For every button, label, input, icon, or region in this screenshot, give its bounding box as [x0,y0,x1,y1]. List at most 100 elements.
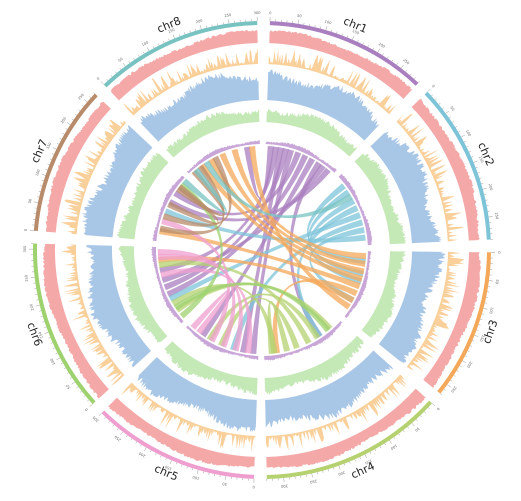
tick-chr6-60 [69,377,72,379]
tick-label-chr3-50: 50 [494,279,499,285]
tick-chr4-90 [393,436,396,439]
tick-chr4-50 [411,422,415,427]
tick-chr3-190 [465,355,468,357]
track-3-chr1 [267,69,380,141]
tick-chr7-150 [52,147,57,150]
tick-label-chr4-100: 100 [389,443,398,451]
tick-chr6-90 [60,362,63,365]
data-tracks [42,29,481,469]
tick-label-chr2-150: 150 [478,156,485,165]
chromosome-chr1: 0 50 100 150 200 250 [269,11,420,86]
tick-chr5-120 [186,466,188,469]
track-4-chr4 [264,335,365,395]
tick-chr8-50 [122,62,126,67]
tick-chr2-130 [468,151,471,153]
tick-chr3-250 [447,384,451,388]
tick-label-chr8-300: 300 [254,11,262,15]
link-26 [249,146,351,310]
tick-label-chr6-100: 100 [49,357,56,366]
tick-chr1-50 [297,19,300,24]
chromosome-label-chr7: chr7 [29,137,51,165]
tick-chr8-0 [100,81,104,85]
link-29 [158,260,312,345]
tick-label-chr8-0: 0 [96,76,101,81]
tick-chr3-260 [443,388,446,391]
tick-chr5-270 [112,424,115,427]
chromosome-chr8: 0 50 100 150 200 250 300 [96,11,262,88]
tick-chr3-100 [483,308,488,310]
chromosome-ideogram: 0 50 100 150 200 250 0 50 100 150 200 250 0 50 100 150 2… [23,11,501,489]
tick-label-chr8-200: 200 [195,18,203,24]
track-1-chr2 [411,99,480,241]
tick-label-chr3-200: 200 [466,361,473,370]
tick-chr1-260 [405,69,408,72]
tick-chr2-250 [488,216,493,218]
tick-label-chr8-100: 100 [141,40,150,47]
link-45 [203,160,353,219]
tick-label-chr3-150: 150 [479,334,486,343]
tick-chr8-120 [157,43,160,46]
tick-label-chr6-300: 300 [23,245,27,253]
tick-chr5-180 [155,453,157,456]
tick-chr2-110 [463,140,466,143]
tick-chr1-110 [330,29,333,32]
tick-chr4-160 [359,456,361,459]
tick-label-chr5-250: 250 [113,434,121,442]
tick-chr7-120 [47,163,50,166]
tick-chr1-190 [372,47,374,50]
tick-chr3-180 [467,350,470,352]
tick-label-chr2-0: 0 [431,84,436,89]
tick-chr6-0 [89,403,93,407]
tick-chr4-170 [354,459,356,462]
tick-chr4-150 [364,454,367,459]
tick-chr6-20 [83,395,86,397]
tick-chr6-170 [42,321,45,323]
tick-chr7-140 [51,153,55,155]
tick-label-chr5-200: 200 [138,451,147,458]
tick-chr1-250 [400,64,404,69]
track-2-chr8 [122,47,259,116]
track-1-chr6 [42,243,109,399]
tick-chr1-270 [409,73,412,76]
tick-chr7-250 [84,99,88,103]
tick-chr8-190 [195,28,197,31]
tick-chr6-30 [79,390,82,393]
tick-chr1-120 [336,31,338,34]
tick-chr7-180 [62,133,65,135]
tick-chr1-100 [325,26,328,31]
tick-label-chr5-100: 100 [191,475,199,481]
tick-chr5-260 [116,428,119,431]
tick-chr8-170 [184,32,186,35]
tick-chr4-210 [333,467,335,470]
track-4-chr5 [164,341,258,396]
tick-label-chr5-300: 300 [92,415,100,423]
tick-chr8-60 [128,61,131,64]
tick-chr5-160 [165,457,167,461]
link-35 [157,249,236,348]
tick-chr5-50 [224,476,227,481]
track-2-chr4 [265,374,408,452]
tick-label-chr6-0: 0 [84,407,89,412]
tick-chr8-140 [168,38,170,41]
tick-label-chr7-50: 50 [28,198,33,204]
synteny-links [157,145,367,355]
tick-chr1-90 [320,26,322,29]
tick-chr2-20 [434,98,437,101]
tick-chr6-10 [87,399,90,402]
track-2-chr2 [396,114,464,242]
chromosome-chr5: 0 50 100 150 200 250 300 [92,410,255,489]
track-1-chr8 [111,29,258,101]
track-1-chr1 [269,30,413,99]
tick-chr3-230 [453,375,456,377]
track-2-chr3 [406,251,465,372]
tick-chr1-170 [362,42,364,45]
tick-chr7-240 [81,104,84,107]
tick-chr4-200 [338,465,341,470]
tick-label-chr1-250: 250 [402,58,410,66]
tick-chr6-150 [44,331,49,334]
tick-chr4-180 [349,461,351,464]
tick-chr6-100 [56,357,61,361]
track-5-chr2 [338,174,373,246]
tick-chr7-70 [38,190,41,192]
link-34 [157,254,243,352]
